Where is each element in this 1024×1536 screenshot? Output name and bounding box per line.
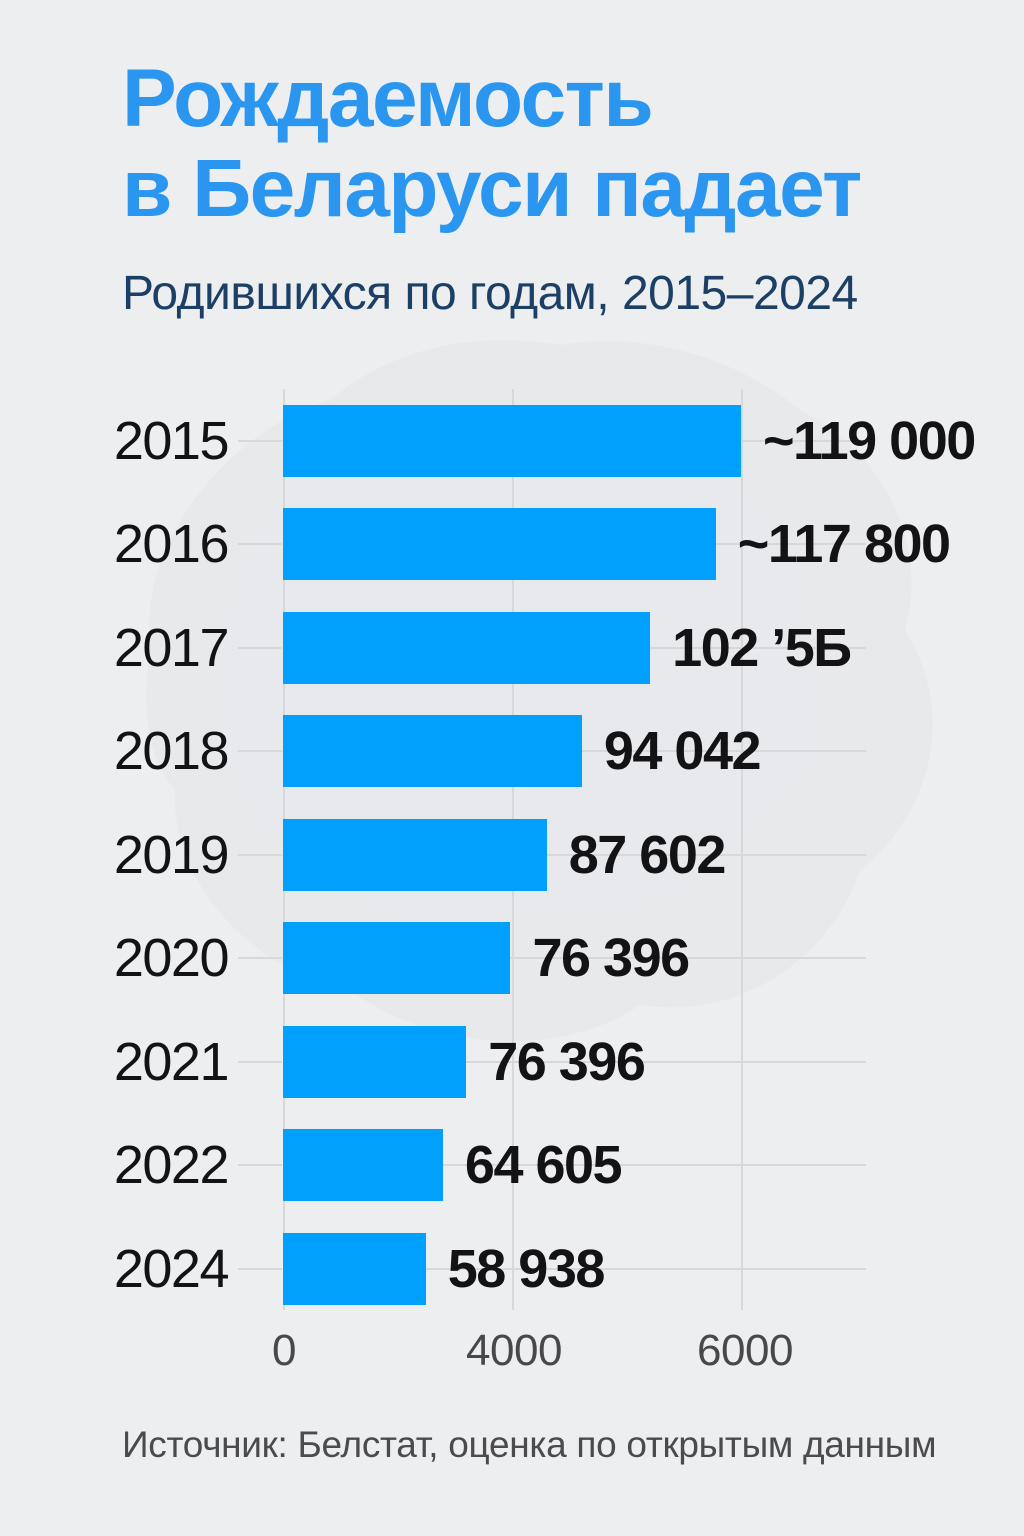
value-label: 58 938: [447, 1238, 606, 1299]
value-label: 94 042: [603, 721, 762, 782]
year-label: 2021: [113, 1031, 230, 1092]
value-label: 102 ’5Б: [672, 617, 852, 678]
bar: [283, 818, 547, 891]
value-label: ~119 000: [763, 410, 976, 471]
chart-row: 2016 ~117 800: [0, 493, 1024, 597]
year-label: 2016: [113, 514, 230, 575]
bar: [283, 508, 716, 581]
gridline-horizontal: [283, 853, 866, 856]
chart-row: 2018 94 042: [0, 700, 1024, 804]
bar: [283, 1232, 426, 1305]
x-axis-tick-4000: 4000: [466, 1326, 562, 1375]
bar: [283, 715, 582, 788]
year-tick: [238, 750, 282, 753]
page-title-line2: в Беларуси падает: [122, 143, 862, 234]
bar: [283, 404, 741, 477]
chart-row: 2024 58 938: [0, 1217, 1024, 1321]
page-title: Рождаемость в Беларуси падает: [122, 54, 982, 234]
value-label: ~117 800: [737, 514, 951, 575]
year-tick: [238, 646, 282, 649]
chart-row: 2015 ~119 000: [0, 389, 1024, 493]
bar: [283, 611, 651, 684]
year-label: 2019: [113, 824, 230, 885]
gridline-horizontal: [283, 1267, 866, 1270]
year-label: 2017: [113, 617, 230, 678]
year-label: 2018: [113, 721, 230, 782]
year-label: 2022: [113, 1135, 230, 1196]
gridline-horizontal: [283, 1164, 866, 1167]
source-caption: Источник: Белстат, оценка по открытым да…: [122, 1424, 937, 1465]
chart-row: 2017 102 ’5Б: [0, 596, 1024, 700]
chart-row: 2019 87 602: [0, 803, 1024, 907]
chart-row: 2022 64 605: [0, 1114, 1024, 1218]
value-label: 87 602: [568, 824, 727, 885]
page-title-line1: Рождаемость: [122, 53, 654, 144]
year-tick: [238, 1267, 282, 1270]
year-tick: [238, 957, 282, 960]
chart-row: 2020 76 396: [0, 907, 1024, 1011]
gridline-horizontal: [283, 1060, 866, 1063]
bar: [283, 1025, 467, 1098]
gridline-vertical-6000: [741, 389, 743, 1310]
gridline-horizontal: [283, 957, 866, 960]
bar-chart-plot: 2015 ~119 000 2016 ~117 800 2017 102 ’5Б 2018 9…: [0, 389, 1024, 1321]
value-label: 64 605: [464, 1135, 623, 1196]
year-tick: [238, 1164, 282, 1167]
chart-row: 2021 76 396: [0, 1010, 1024, 1114]
x-axis-tick-0: 0: [272, 1326, 296, 1375]
year-tick: [238, 439, 282, 442]
year-tick: [238, 543, 282, 546]
x-axis-tick-6000: 6000: [697, 1326, 793, 1375]
value-label: 76 396: [532, 928, 690, 989]
bar: [283, 922, 511, 995]
year-tick: [238, 853, 282, 856]
year-tick: [238, 1060, 282, 1063]
year-label: 2020: [113, 928, 230, 989]
value-label: 76 396: [488, 1031, 646, 1092]
chart-subtitle: Родившихся по годам, 2015–2024: [122, 267, 858, 320]
year-label: 2015: [113, 410, 230, 471]
bar: [283, 1129, 443, 1202]
year-label: 2024: [113, 1238, 230, 1299]
